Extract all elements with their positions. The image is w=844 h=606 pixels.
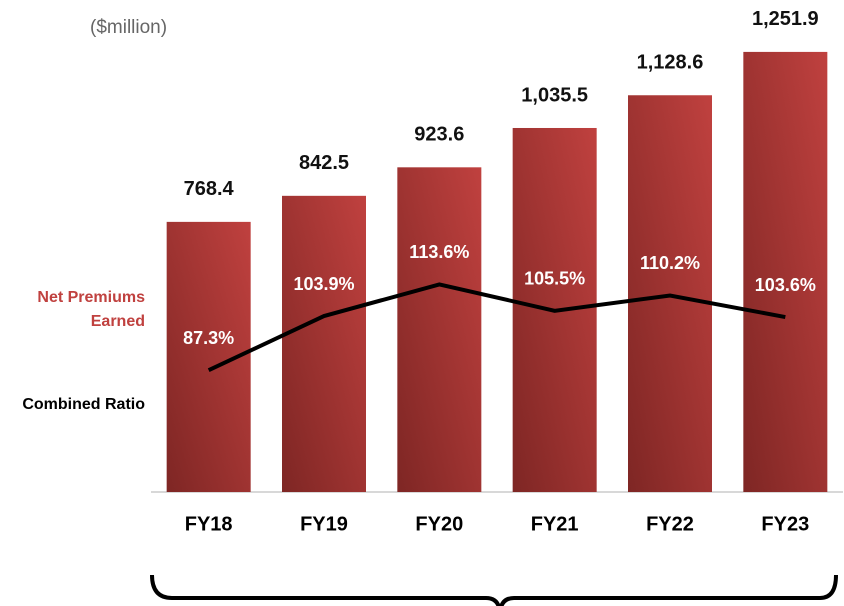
- line-value-label: 103.9%: [293, 274, 354, 294]
- line-value-label: 113.6%: [409, 242, 469, 262]
- line: [207, 282, 786, 373]
- subtitle: ($million): [90, 17, 167, 38]
- bar: [397, 167, 482, 492]
- bar-value-label: 1,128.6: [637, 52, 704, 74]
- bar-value-label: 842.5: [299, 152, 349, 174]
- legend-bar: Net Premiums Earned: [37, 289, 145, 330]
- x-tick-label: FY18: [185, 513, 233, 535]
- x-tick-label: FY22: [646, 513, 694, 535]
- brace: [150, 574, 838, 606]
- bar-value-label: 923.6: [414, 124, 464, 146]
- bar-value-label: 1,251.9: [752, 8, 819, 30]
- bar: [282, 195, 366, 492]
- bar-value-label: 1,035.5: [521, 84, 588, 106]
- line-value-label: 103.6%: [755, 275, 816, 295]
- x-tick-label: FY20: [415, 513, 463, 535]
- line-value-label: 87.3%: [183, 328, 234, 348]
- x-tick-label: FY21: [531, 513, 579, 535]
- x-tick-label: FY19: [300, 513, 348, 535]
- bar-value-label: 768.4: [184, 178, 235, 200]
- line-value-label: 110.2%: [640, 253, 700, 273]
- x-tick-label: FY23: [761, 513, 809, 535]
- line-value-label: 105.5%: [524, 269, 585, 289]
- legend-line: Combined Ratio: [22, 396, 145, 413]
- bar: [743, 51, 828, 493]
